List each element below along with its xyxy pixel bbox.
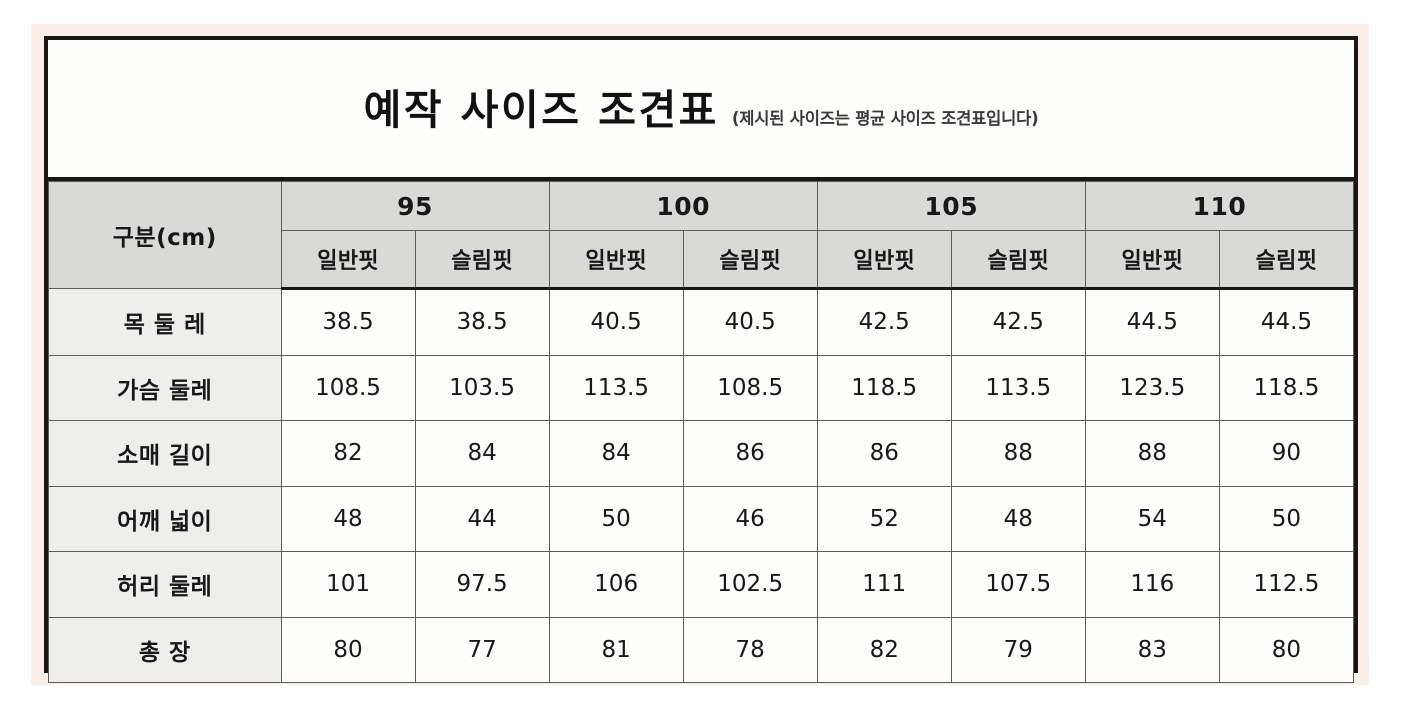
cell-neck-110-slim: 44.5 — [1218, 288, 1355, 356]
row-label-waist: 허리 둘레 — [48, 551, 282, 618]
cell-shoulder-100-slim: 46 — [682, 485, 818, 552]
size-group-row: 구분(cm) 95 100 105 110 — [48, 181, 1355, 289]
cell-sleeve-110-slim: 90 — [1218, 420, 1355, 487]
table-row: 목 둘 레 38.5 38.5 40.5 40.5 42.5 42.5 44.5… — [48, 288, 1355, 356]
cell-shoulder-105-slim: 48 — [950, 485, 1086, 552]
cell-neck-110-regular: 44.5 — [1084, 288, 1220, 356]
table-row: 가슴 둘레 108.5 103.5 113.5 108.5 118.5 113.… — [48, 354, 1355, 421]
cell-waist-100-slim: 102.5 — [682, 551, 818, 618]
cell-sleeve-110-regular: 88 — [1084, 420, 1220, 487]
size-group-110: 110 — [1084, 181, 1355, 231]
cell-sleeve-105-slim: 88 — [950, 420, 1086, 487]
fit-header-110-slim: 슬림핏 — [1218, 230, 1355, 290]
row-label-chest: 가슴 둘레 — [48, 354, 282, 421]
cell-shoulder-110-regular: 54 — [1084, 485, 1220, 552]
cell-chest-110-regular: 123.5 — [1084, 354, 1220, 421]
corner-header: 구분(cm) — [48, 181, 282, 289]
cell-total-105-regular: 82 — [816, 616, 952, 683]
table-row: 어깨 넓이 48 44 50 46 52 48 54 50 — [48, 485, 1355, 552]
cell-waist-110-slim: 112.5 — [1218, 551, 1355, 618]
cell-sleeve-105-regular: 86 — [816, 420, 952, 487]
cell-chest-100-regular: 113.5 — [548, 354, 684, 421]
cell-total-100-regular: 81 — [548, 616, 684, 683]
cell-sleeve-95-slim: 84 — [414, 420, 550, 487]
cell-waist-100-regular: 106 — [548, 551, 684, 618]
table-row: 허리 둘레 101 97.5 106 102.5 111 107.5 116 1… — [48, 551, 1355, 618]
cell-total-95-slim: 77 — [414, 616, 550, 683]
title-inner: 예작 사이즈 조견표 (제시된 사이즈는 평균 사이즈 조견표입니다) — [364, 76, 1039, 136]
cell-chest-95-slim: 103.5 — [414, 354, 550, 421]
cell-total-110-regular: 83 — [1084, 616, 1220, 683]
cell-sleeve-100-regular: 84 — [548, 420, 684, 487]
page-title: 예작 사이즈 조견표 — [363, 85, 719, 134]
cell-sleeve-100-slim: 86 — [682, 420, 818, 487]
cell-neck-95-regular: 38.5 — [280, 288, 416, 356]
cell-waist-110-regular: 116 — [1084, 551, 1220, 618]
size-group-100: 100 — [548, 181, 818, 231]
fit-header-100-slim: 슬림핏 — [682, 230, 818, 290]
size-chart-container: 예작 사이즈 조견표 (제시된 사이즈는 평균 사이즈 조견표입니다) 구분(c… — [44, 36, 1358, 683]
cell-neck-105-slim: 42.5 — [950, 288, 1086, 356]
cell-shoulder-95-regular: 48 — [280, 485, 416, 552]
cell-total-110-slim: 80 — [1218, 616, 1355, 683]
page-subtitle: (제시된 사이즈는 평균 사이즈 조견표입니다) — [731, 108, 1039, 128]
cell-waist-105-slim: 107.5 — [950, 551, 1086, 618]
cell-shoulder-105-regular: 52 — [816, 485, 952, 552]
table-row: 소매 길이 82 84 84 86 86 88 88 90 — [48, 420, 1355, 487]
fit-header-100-regular: 일반핏 — [548, 230, 684, 290]
cell-waist-95-slim: 97.5 — [414, 551, 550, 618]
cell-chest-95-regular: 108.5 — [280, 354, 416, 421]
fit-header-row: 일반핏 슬림핏 일반핏 슬림핏 일반핏 슬림핏 일반핏 슬림핏 — [49, 230, 1355, 290]
size-table: 구분(cm) 95 100 105 110 일반핏 슬림핏 일반핏 슬림핏 일반… — [48, 181, 1355, 683]
fit-header-95-regular: 일반핏 — [280, 230, 416, 290]
cell-neck-95-slim: 38.5 — [414, 288, 550, 356]
cell-neck-100-slim: 40.5 — [682, 288, 818, 356]
size-group-95: 95 — [280, 181, 550, 231]
cell-chest-105-slim: 113.5 — [950, 354, 1086, 421]
size-group-105: 105 — [816, 181, 1086, 231]
cell-neck-100-regular: 40.5 — [548, 288, 684, 356]
cell-neck-105-regular: 42.5 — [816, 288, 952, 356]
cell-waist-95-regular: 101 — [280, 551, 416, 618]
fit-header-105-slim: 슬림핏 — [950, 230, 1086, 290]
cell-total-95-regular: 80 — [280, 616, 416, 683]
cell-shoulder-110-slim: 50 — [1218, 485, 1355, 552]
cell-waist-105-regular: 111 — [816, 551, 952, 618]
cell-total-100-slim: 78 — [682, 616, 818, 683]
cell-chest-100-slim: 108.5 — [682, 354, 818, 421]
cell-chest-110-slim: 118.5 — [1218, 354, 1355, 421]
cell-shoulder-100-regular: 50 — [548, 485, 684, 552]
cell-shoulder-95-slim: 44 — [414, 485, 550, 552]
cell-chest-105-regular: 118.5 — [816, 354, 952, 421]
table-head: 구분(cm) 95 100 105 110 일반핏 슬림핏 일반핏 슬림핏 일반… — [48, 181, 1355, 290]
fit-header-105-regular: 일반핏 — [816, 230, 952, 290]
row-label-total-length: 총 장 — [48, 616, 282, 683]
row-label-sleeve: 소매 길이 — [48, 420, 282, 487]
fit-header-110-regular: 일반핏 — [1084, 230, 1220, 290]
table-body: 목 둘 레 38.5 38.5 40.5 40.5 42.5 42.5 44.5… — [48, 288, 1355, 683]
cell-sleeve-95-regular: 82 — [280, 420, 416, 487]
row-label-neck: 목 둘 레 — [48, 288, 282, 356]
cell-total-105-slim: 79 — [950, 616, 1086, 683]
table-row: 총 장 80 77 81 78 82 79 83 80 — [48, 616, 1355, 683]
row-label-shoulder: 어깨 넓이 — [48, 485, 282, 552]
fit-header-95-slim: 슬림핏 — [414, 230, 550, 290]
title-band: 예작 사이즈 조견표 (제시된 사이즈는 평균 사이즈 조견표입니다) — [48, 40, 1354, 181]
